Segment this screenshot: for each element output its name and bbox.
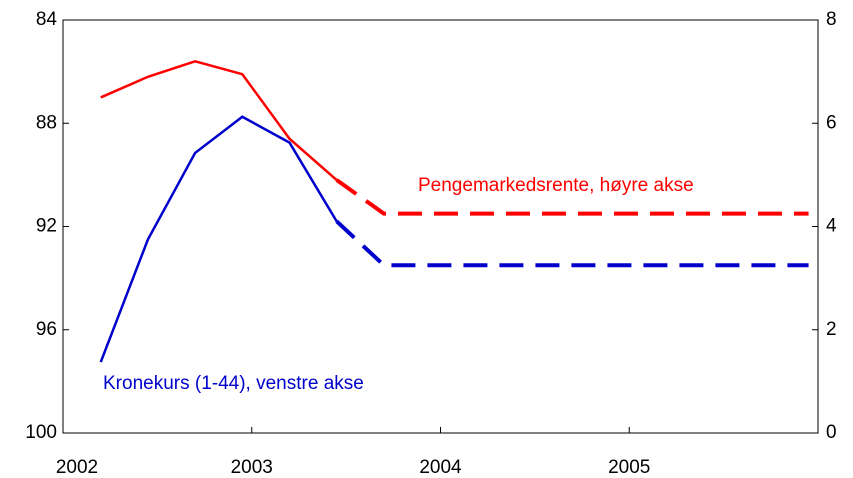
y2-tick-label: 6	[826, 112, 837, 133]
y-tick-label: 100	[25, 422, 57, 443]
plot-frame	[62, 19, 819, 434]
series-label: Pengemarkedsrente, høyre akse	[418, 175, 694, 196]
y2-tick-label: 8	[826, 9, 837, 30]
forecast-line	[335, 219, 809, 268]
y2-tick-label: 2	[826, 319, 837, 340]
forecast-line	[335, 178, 809, 216]
series-line	[99, 115, 338, 363]
x-tick-label: 2002	[56, 457, 98, 478]
y-tick-label: 84	[36, 9, 58, 30]
y-tick-label: 88	[36, 112, 57, 133]
y2-tick-label: 0	[826, 422, 837, 443]
x-tick-label: 2003	[231, 457, 273, 478]
series-line	[100, 59, 338, 181]
series-label: Kronekurs (1-44), venstre akse	[103, 373, 364, 394]
y-tick-label: 92	[36, 216, 57, 237]
x-tick-label: 2005	[608, 457, 650, 478]
y-tick-label: 96	[36, 319, 57, 340]
x-tick-label: 2004	[419, 457, 462, 478]
y2-tick-label: 4	[826, 216, 837, 237]
